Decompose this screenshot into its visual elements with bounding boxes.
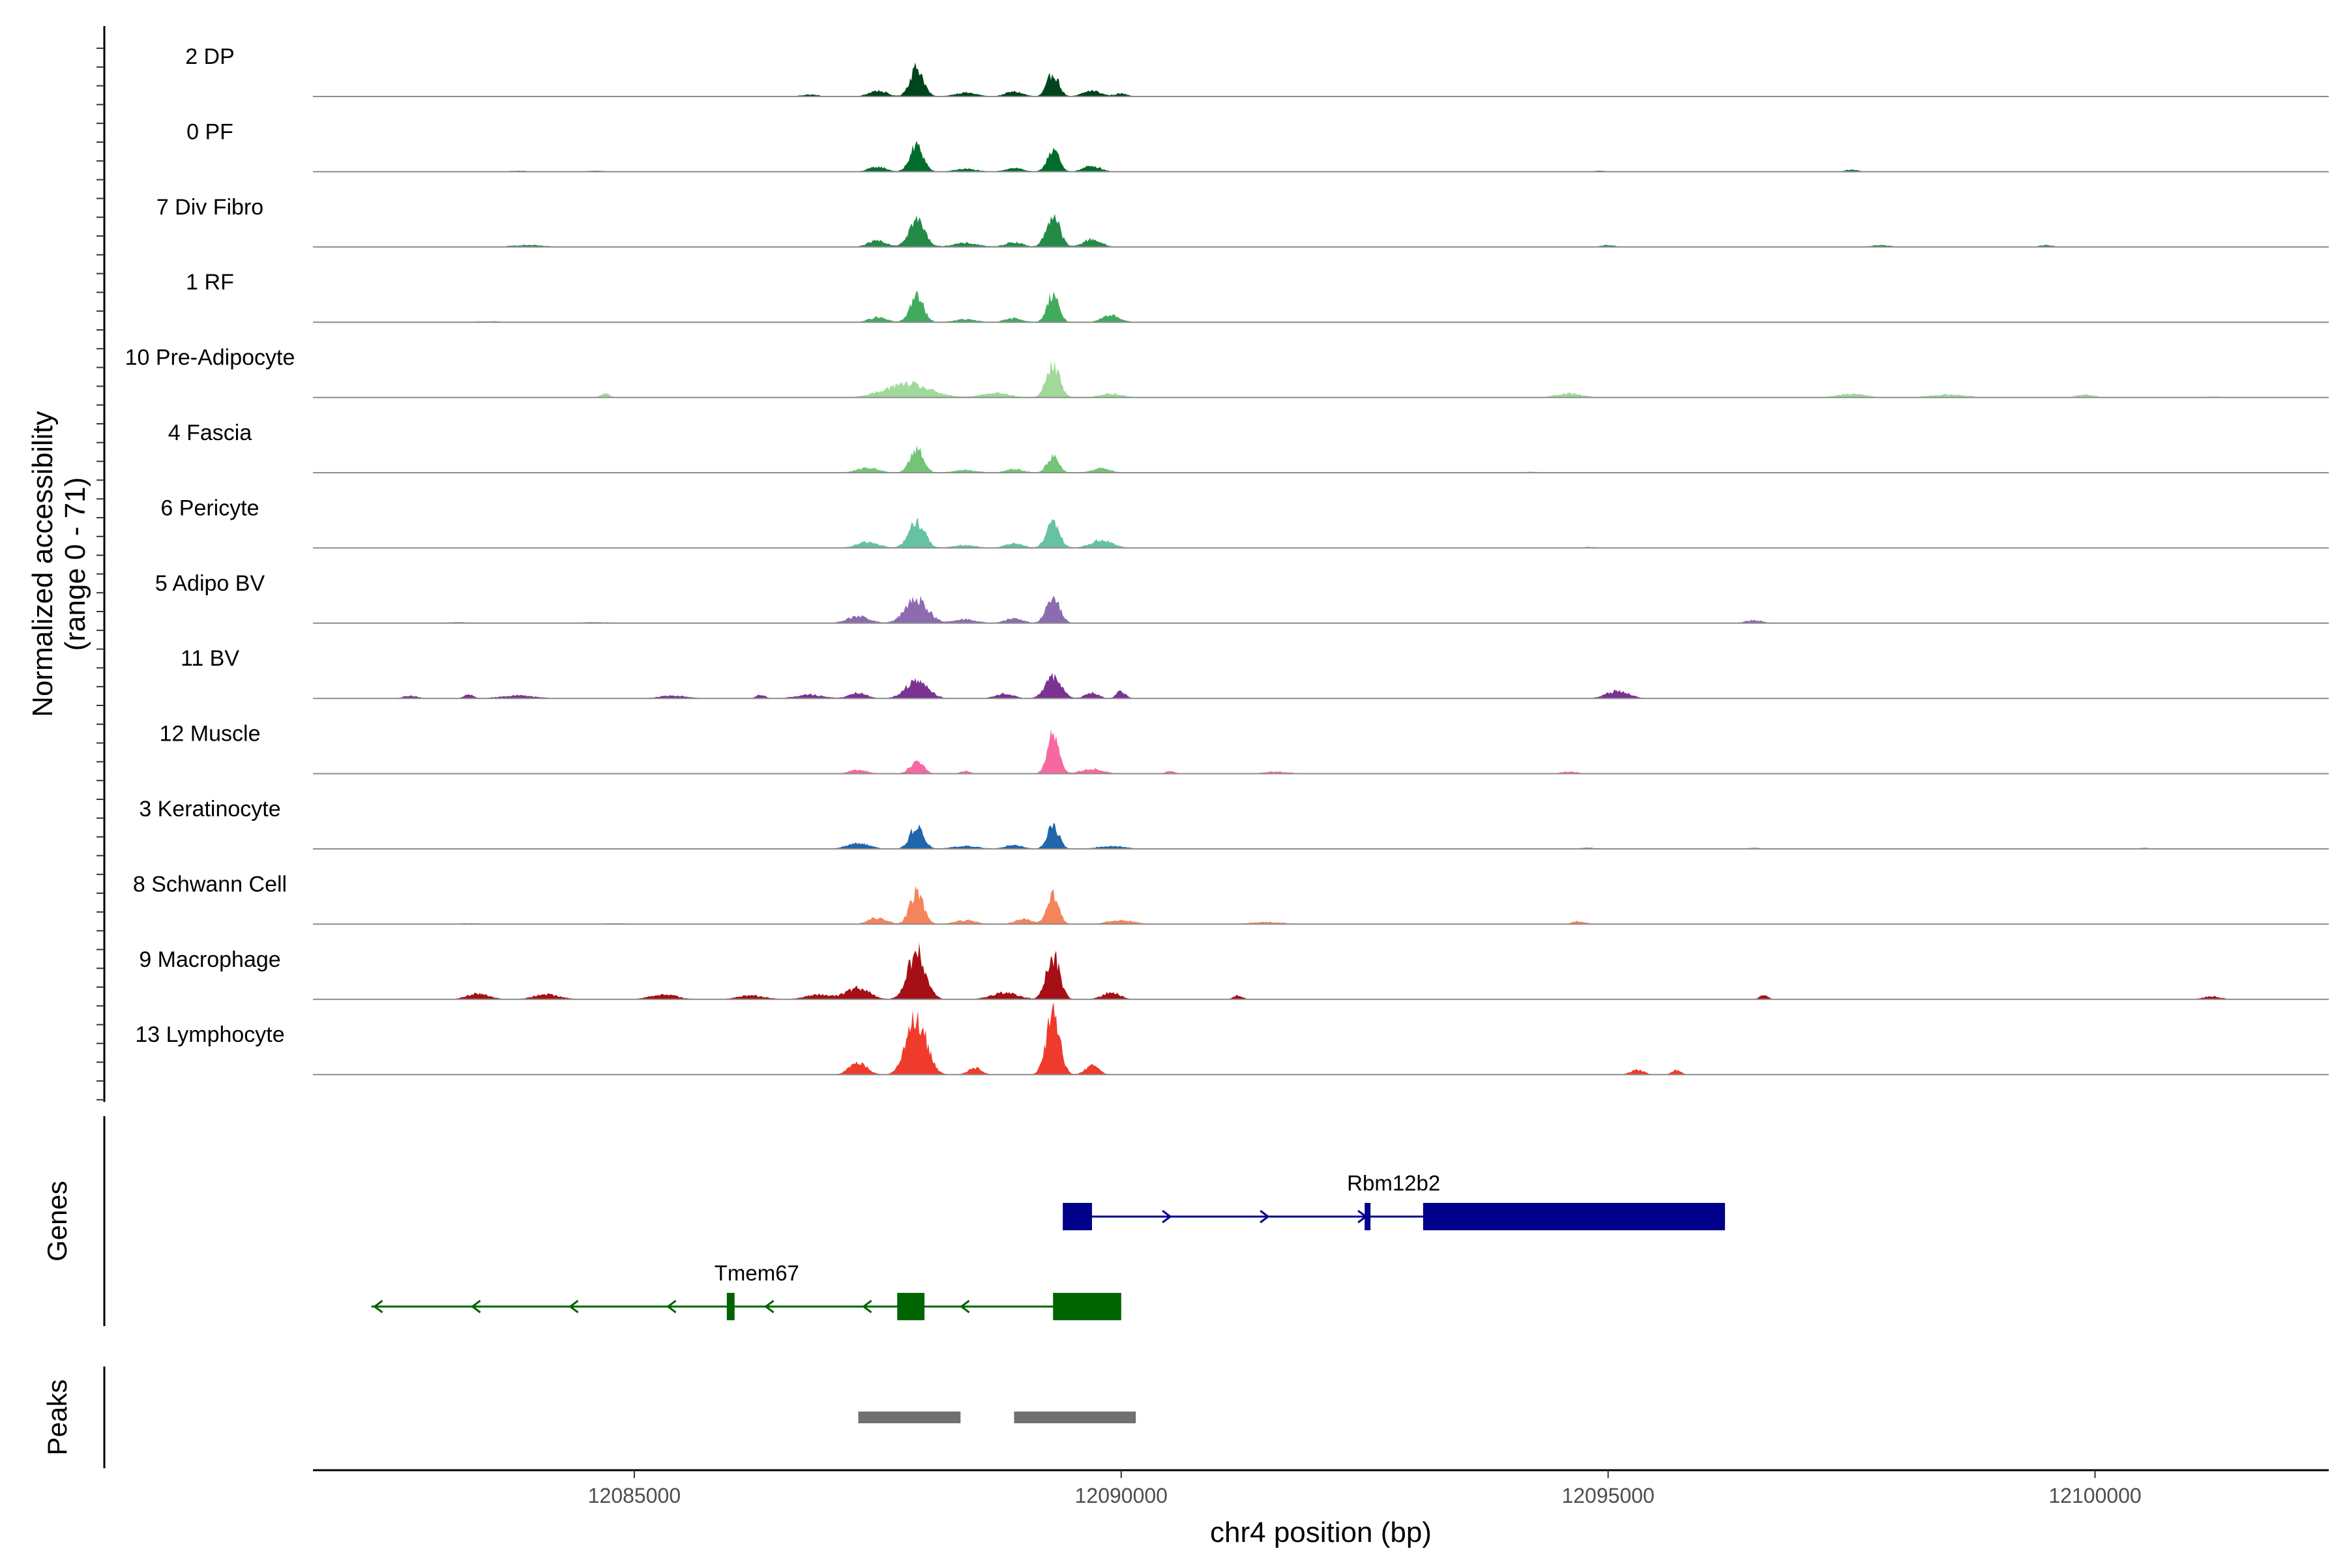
gene-exon [1063,1203,1092,1230]
coverage-area [313,942,2329,999]
coverage-area [313,729,2329,774]
genes-panel-label: Genes [42,1181,72,1262]
coverage-track [313,360,2329,398]
track-label: 11 BV [181,646,239,671]
y-axis-title-line2: (range 0 - 71) [59,477,91,651]
gene-exon [726,1293,735,1320]
coverage-area [313,595,2329,623]
coverage-area [313,62,2329,96]
track-label: 0 PF [186,119,233,144]
track-label: 13 Lymphocyte [135,1022,284,1047]
track-label: 9 Macrophage [139,947,280,972]
coverage-track [313,62,2329,97]
track-label: 12 Muscle [160,722,261,747]
track-label: 1 RF [186,270,234,295]
x-tick-label: 12100000 [2048,1484,2141,1507]
coverage-area [313,823,2329,849]
strand-chevron [666,1299,677,1314]
coverage-track [313,885,2329,925]
coverage-track [313,942,2329,1000]
gene-label: Tmem67 [715,1261,799,1285]
track-label: 6 Pericyte [160,496,259,520]
track-label: 2 DP [185,44,235,69]
coverage-track [313,290,2329,323]
track-label: 3 Keratinocyte [139,797,280,821]
strand-chevron [764,1299,775,1314]
y-axis-title-line1: Normalized accessibility [27,411,59,717]
coverage-area [313,445,2329,473]
strand-chevron [1260,1209,1270,1224]
coverage-area [313,672,2329,699]
coverage-track [313,823,2329,850]
peak-region [858,1412,961,1423]
track-label: 8 Schwann Cell [133,872,287,896]
x-tick-label: 12095000 [1561,1484,1654,1507]
track-label: 7 Div Fibro [156,195,263,220]
coverage-area [313,360,2329,398]
strand-chevron [1162,1209,1172,1224]
strand-chevron [960,1299,970,1314]
coverage-track [313,518,2329,549]
strand-chevron [471,1299,481,1314]
x-tick-label: 12085000 [588,1484,681,1507]
coverage-area [313,518,2329,548]
gene-model: Tmem67 [371,1261,1121,1320]
strand-chevron [568,1299,579,1314]
gene-exon [1053,1293,1121,1320]
coverage-track [313,141,2329,173]
x-axis-title: chr4 position (bp) [1210,1516,1432,1548]
coverage-area [313,141,2329,172]
coverage-area [313,290,2329,323]
peaks-panel-label: Peaks [42,1380,72,1456]
coverage-area [313,885,2329,925]
gene-exon [1423,1203,1725,1230]
coverage-track [313,1001,2329,1076]
coverage-track [313,729,2329,775]
coverage-area [313,214,2329,247]
gene-exon [1365,1203,1371,1230]
track-label: 4 Fascia [168,421,252,445]
coverage-track [313,214,2329,248]
track-label: 10 Pre-Adipocyte [125,346,295,370]
strand-chevron [862,1299,872,1314]
gene-exon [897,1293,925,1320]
x-tick-label: 12090000 [1075,1484,1168,1507]
coverage-area [313,1001,2329,1075]
y-axis-title: Normalized accessibility(range 0 - 71) [27,411,91,717]
coverage-track [313,672,2329,700]
peak-region [1014,1412,1136,1423]
coverage-track [313,595,2329,624]
coverage-track [313,445,2329,473]
gene-model: Rbm12b2 [1063,1171,1725,1230]
gene-label: Rbm12b2 [1347,1171,1440,1195]
track-label: 5 Adipo BV [155,571,265,596]
strand-chevron [373,1299,383,1314]
